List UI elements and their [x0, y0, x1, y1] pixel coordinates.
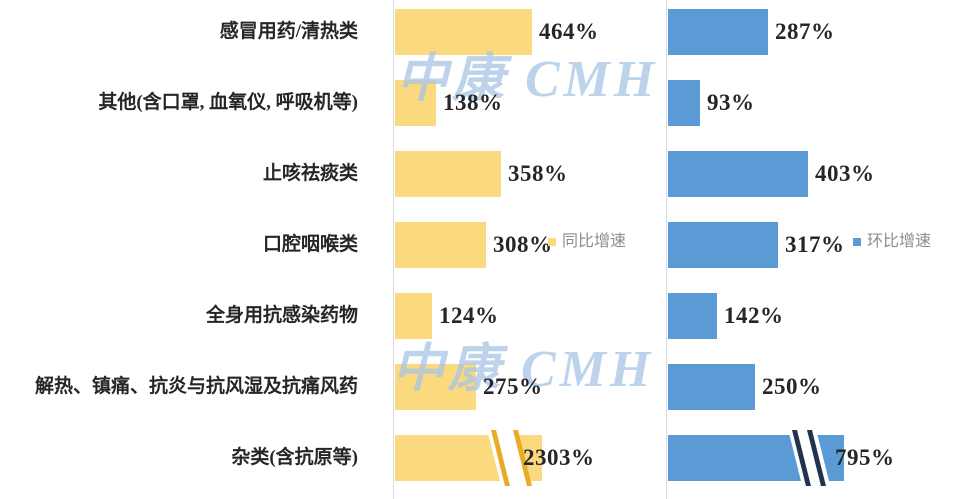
bar-mom [668, 79, 700, 126]
bar-fill-yoy [395, 292, 432, 339]
value-label-mom: 93% [707, 89, 755, 115]
bar-fill-yoy [395, 150, 501, 197]
bar-mom [668, 292, 717, 339]
bar-fill-yoy [395, 79, 436, 126]
value-label-yoy: 358% [508, 160, 568, 186]
category-label: 杂类(含抗原等) [231, 446, 358, 468]
bar-mom [668, 428, 844, 487]
value-label-yoy: 138% [443, 89, 503, 115]
legend-swatch-yoy-icon [548, 238, 556, 246]
bar-yoy [395, 79, 436, 126]
category-label: 感冒用药/清热类 [219, 20, 358, 42]
bar-fill-mom [668, 221, 778, 268]
yoy-axis-line [393, 0, 394, 499]
mom-axis-line [666, 0, 667, 499]
bar-mom [668, 150, 808, 197]
bar-yoy [395, 428, 542, 487]
value-label-yoy: 124% [439, 302, 499, 328]
bar-mom [668, 8, 768, 55]
bar-fill-yoy [395, 8, 532, 55]
value-label-mom: 287% [775, 18, 835, 44]
category-label: 其他(含口罩, 血氧仪, 呼吸机等) [98, 91, 358, 113]
value-label-mom: 142% [724, 302, 784, 328]
value-label-mom: 317% [785, 231, 845, 257]
legend-label-mom: 环比增速 [867, 233, 932, 250]
bar-yoy [395, 292, 432, 339]
legend-label-yoy: 同比增速 [562, 233, 627, 250]
bar-fill-mom [668, 79, 700, 126]
bar-fill-yoy [395, 221, 486, 268]
value-label-mom: 795% [835, 444, 895, 470]
bar-mom [668, 221, 778, 268]
bar-yoy [395, 221, 486, 268]
bar-yoy [395, 150, 501, 197]
bar-yoy [395, 363, 476, 410]
bar-fill-mom [668, 8, 768, 55]
bar-mom [668, 363, 755, 410]
legend-yoy: 同比增速 [548, 231, 626, 253]
value-label-yoy: 2303% [523, 444, 595, 470]
category-label: 解热、镇痛、抗炎与抗风湿及抗痛风药 [34, 375, 358, 397]
legend-swatch-mom-icon [853, 238, 861, 246]
bar-yoy [395, 8, 532, 55]
value-label-mom: 403% [815, 160, 875, 186]
category-label: 止咳祛痰类 [262, 162, 358, 184]
value-label-yoy: 308% [493, 231, 553, 257]
value-label-yoy: 464% [539, 18, 599, 44]
legend-mom: 环比增速 [853, 231, 931, 253]
category-label: 口腔咽喉类 [262, 233, 358, 255]
bar-fill-mom [668, 363, 755, 410]
bar-fill-mom [668, 292, 717, 339]
bar-fill-yoy [395, 363, 476, 410]
value-label-yoy: 275% [483, 373, 543, 399]
category-label: 全身用抗感染药物 [205, 304, 358, 326]
value-label-mom: 250% [762, 373, 822, 399]
bar-fill-mom [668, 150, 808, 197]
